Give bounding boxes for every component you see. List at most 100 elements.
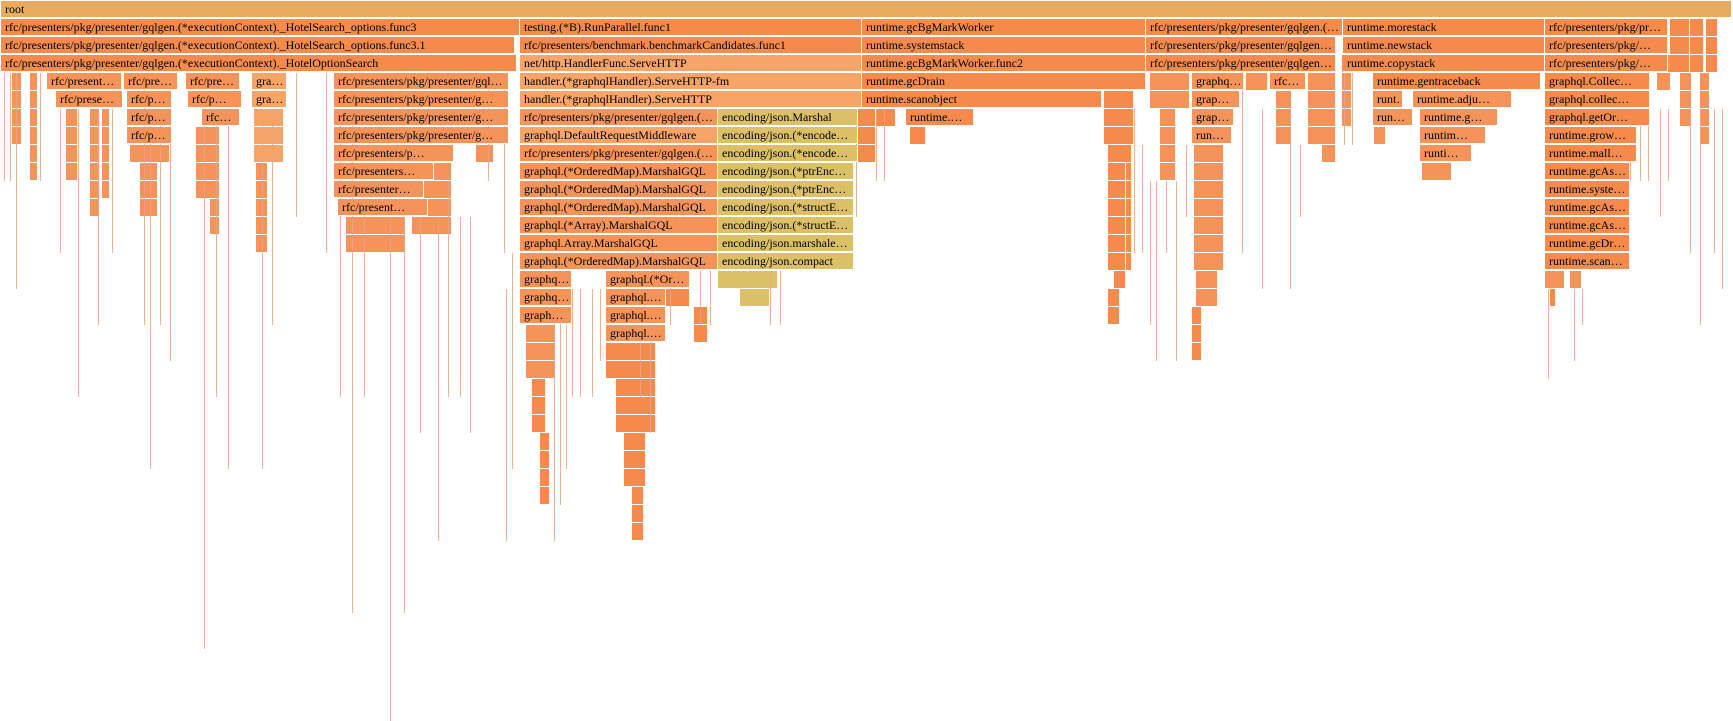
stack-frame-run[interactable]: run… [1373,109,1413,126]
stack-frame-unlabeled[interactable] [1700,73,1710,145]
stack-frame-unlabeled[interactable] [718,271,778,289]
stack-frame-rfc-pre[interactable]: rfc/pre… [186,73,240,90]
stack-frame-rfc-p[interactable]: rfc/p… [127,109,172,126]
stack-frame-graphql-getor[interactable]: graphql.getOr… [1545,109,1650,126]
stack-frame-graphql-collec[interactable]: graphql.Collec… [1545,73,1650,90]
stack-frame-rfc-present[interactable]: rfc/present… [338,199,428,216]
stack-frame-runtime-copystack[interactable]: runtime.copystack [1343,55,1545,72]
stack-frame-handler-graphqlhandler-servehttp-fm[interactable]: handler.(*graphqlHandler).ServeHTTP-fm [520,73,862,90]
stack-frame-runtime-grow[interactable]: runtime.grow… [1545,127,1637,144]
stack-frame-rfc-presenters-pkg-presenter-gqlgen-executioncon[interactable]: rfc/presenters/pkg/presenter/gqlgen.(*ex… [1,55,517,72]
stack-frame-unlabeled[interactable] [30,73,38,181]
stack-frame-runtime-gcas[interactable]: runtime.gcAs… [1545,163,1630,180]
stack-frame-unlabeled[interactable] [1196,271,1218,307]
stack-frame-rfc-presenters-pkg-presenter-gqlgen[interactable]: rfc/presenters/pkg/presenter/gqlgen.(… [1146,19,1343,36]
stack-frame-graphq[interactable]: graphq… [520,289,572,306]
stack-frame-rfc[interactable]: rfc… [1270,73,1306,90]
stack-frame-runtime-morestack[interactable]: runtime.morestack [1343,19,1545,36]
stack-frame-unlabeled[interactable] [102,91,110,199]
stack-frame-encoding-json-marshal[interactable]: encoding/json.Marshal [718,109,858,126]
stack-frame-unlabeled[interactable] [624,433,646,487]
stack-frame-grap[interactable]: grap… [1192,109,1234,126]
stack-frame-unlabeled[interactable] [1342,55,1352,127]
stack-frame-rfc-presenters-benchmark-benchmarkcandidates-fun[interactable]: rfc/presenters/benchmark.benchmarkCandid… [520,37,862,54]
stack-frame-unlabeled[interactable] [606,343,656,379]
stack-frame-unlabeled[interactable] [1114,163,1126,289]
stack-frame-runtime-newstack[interactable]: runtime.newstack [1343,37,1545,54]
stack-frame-unlabeled[interactable] [1680,73,1692,127]
stack-frame-unlabeled[interactable] [1194,145,1224,271]
stack-frame-rfc-presenters-pkg-presenter-gqlgen-executioncon[interactable]: rfc/presenters/pkg/presenter/gqlgen.(*ex… [1,19,520,36]
stack-frame-unlabeled[interactable] [1570,271,1582,289]
stack-frame-graphql-orderedmap-marshalgql[interactable]: graphql.(*OrderedMap).MarshalGQL [520,253,718,270]
stack-frame-rfc-presenters-pkg-presenter-gqlgen[interactable]: rfc/presenters/pkg/presenter/gqlgen.(… [520,145,718,162]
stack-frame-runtime-systemstack[interactable]: runtime.systemstack [862,37,1146,54]
stack-frame-graphql-defaultrequestmiddleware[interactable]: graphql.DefaultRequestMiddleware [520,127,718,144]
stack-frame-runtime-gentraceback[interactable]: runtime.gentraceback [1373,73,1541,90]
stack-frame-graph[interactable]: graph… [520,307,572,324]
stack-frame-encoding-json-encode[interactable]: encoding/json.(*encode… [718,145,858,162]
stack-frame-gra[interactable]: gra… [252,91,287,108]
stack-frame-graphql-array-marshalgql[interactable]: graphql.(*Array).MarshalGQL [520,217,718,234]
stack-frame-rfc-prese[interactable]: rfc/prese… [56,91,123,108]
stack-frame-graphql-orderedmap-marshalgql[interactable]: graphql.(*OrderedMap).MarshalGQL [520,199,718,216]
stack-frame-unlabeled[interactable] [1422,163,1452,181]
stack-frame-rfc-presenters-pkg-presenter-gqlgen[interactable]: rfc/presenters/pkg/presenter/gqlgen… [1146,55,1336,72]
stack-frame-unlabeled[interactable] [210,127,220,235]
stack-frame-unlabeled[interactable] [1192,307,1202,361]
stack-frame-graphql[interactable]: graphql.… [606,307,666,324]
stack-frame-rfc-presenter[interactable]: rfc/presenter… [334,181,424,198]
stack-frame-runtime-gcbgmarkworker[interactable]: runtime.gcBgMarkWorker [862,19,1146,36]
stack-frame-gra[interactable]: gra… [252,73,287,90]
stack-frame-graphql[interactable]: graphql.… [606,289,666,306]
stack-frame-unlabeled[interactable] [90,109,100,217]
stack-frame-handler-graphqlhandler-servehttp[interactable]: handler.(*graphqlHandler).ServeHTTP [520,91,862,108]
stack-frame-rfc-presenters-pkg-presenter-g[interactable]: rfc/presenters/pkg/presenter/g… [334,91,509,108]
stack-frame-rfc-pre[interactable]: rfc/pre… [124,73,178,90]
stack-frame-runtime-gcas[interactable]: runtime.gcAs… [1545,199,1630,216]
stack-frame-rfc-presenters-pkg-presenter-gqlgen[interactable]: rfc/presenters/pkg/presenter/gqlgen.(… [520,109,718,126]
stack-frame-unlabeled[interactable] [66,109,78,181]
stack-frame-root[interactable]: root [1,1,1732,18]
stack-frame-runtime-adju[interactable]: runtime.adju… [1413,91,1512,108]
stack-frame-rfc-presenters-pkg-presenter-g[interactable]: rfc/presenters/pkg/presenter/g… [334,109,509,126]
stack-frame-unlabeled[interactable] [632,487,644,541]
stack-frame-unlabeled[interactable] [526,325,556,379]
stack-frame-testing-b-runparallel-func1[interactable]: testing.(*B).RunParallel.func1 [520,19,862,36]
stack-frame-encoding-json-compact[interactable]: encoding/json.compact [718,253,854,270]
stack-frame-unlabeled[interactable] [1150,73,1190,109]
stack-frame-unlabeled[interactable] [910,127,926,145]
stack-frame-unlabeled[interactable] [1706,19,1718,73]
stack-frame-encoding-json-structe[interactable]: encoding/json.(*structE… [718,199,854,216]
stack-frame-graphql-orderedmap-marshalgql[interactable]: graphql.(*OrderedMap).MarshalGQL [520,163,718,180]
stack-frame-graphql-or[interactable]: graphql.(*Or… [606,271,690,288]
stack-frame-rfc-presenters-pkg[interactable]: rfc/presenters/pkg/… [1545,55,1668,72]
stack-frame-runtime-scan[interactable]: runtime.scan… [1545,253,1630,270]
stack-frame-grap[interactable]: grap… [1192,91,1240,108]
stack-frame-unlabeled[interactable] [12,73,22,145]
stack-frame-runtime-gcdrain[interactable]: runtime.gcDrain [862,73,1146,90]
stack-frame-rfc-presenters-pkg-presenter-gql[interactable]: rfc/presenters/pkg/presenter/gql… [334,73,509,90]
stack-frame-rfc-p[interactable]: rfc/p… [127,91,172,108]
stack-frame-unlabeled[interactable] [532,379,546,433]
stack-frame-rfc-p[interactable]: rfc/p… [127,127,172,144]
stack-frame-unlabeled[interactable] [1670,19,1690,73]
stack-frame-rfc-presenters-p[interactable]: rfc/presenters/p… [334,145,454,162]
stack-frame-encoding-json-ptrenc[interactable]: encoding/json.(*ptrEnc… [718,181,854,198]
stack-frame-rfc[interactable]: rfc… [202,109,240,126]
stack-frame-rfc-present[interactable]: rfc/present… [47,73,122,90]
stack-frame-unlabeled[interactable] [540,433,550,505]
stack-frame-encoding-json-marshale[interactable]: encoding/json.marshale… [718,235,854,252]
stack-frame-run[interactable]: run… [1192,127,1232,144]
stack-frame-rfc-presenters-pkg-presenter-gqlgen-executioncon[interactable]: rfc/presenters/pkg/presenter/gqlgen.(*ex… [1,37,515,54]
stack-frame-unlabeled[interactable] [616,379,656,433]
stack-frame-runtime-gcas[interactable]: runtime.gcAs… [1545,217,1630,234]
stack-frame-rfc-presenters-pkg-presenter-g[interactable]: rfc/presenters/pkg/presenter/g… [334,127,509,144]
stack-frame-encoding-json-encode[interactable]: encoding/json.(*encode… [718,127,858,144]
stack-frame-encoding-json-structe[interactable]: encoding/json.(*structE… [718,217,854,234]
stack-frame-runt[interactable]: runt… [1373,91,1403,108]
stack-frame-unlabeled[interactable] [1545,271,1565,289]
stack-frame-graphql-array-marshalgql[interactable]: graphql.Array.MarshalGQL [520,235,718,252]
stack-frame-unlabeled[interactable] [740,289,770,307]
stack-frame-runti[interactable]: runti… [1420,145,1472,162]
